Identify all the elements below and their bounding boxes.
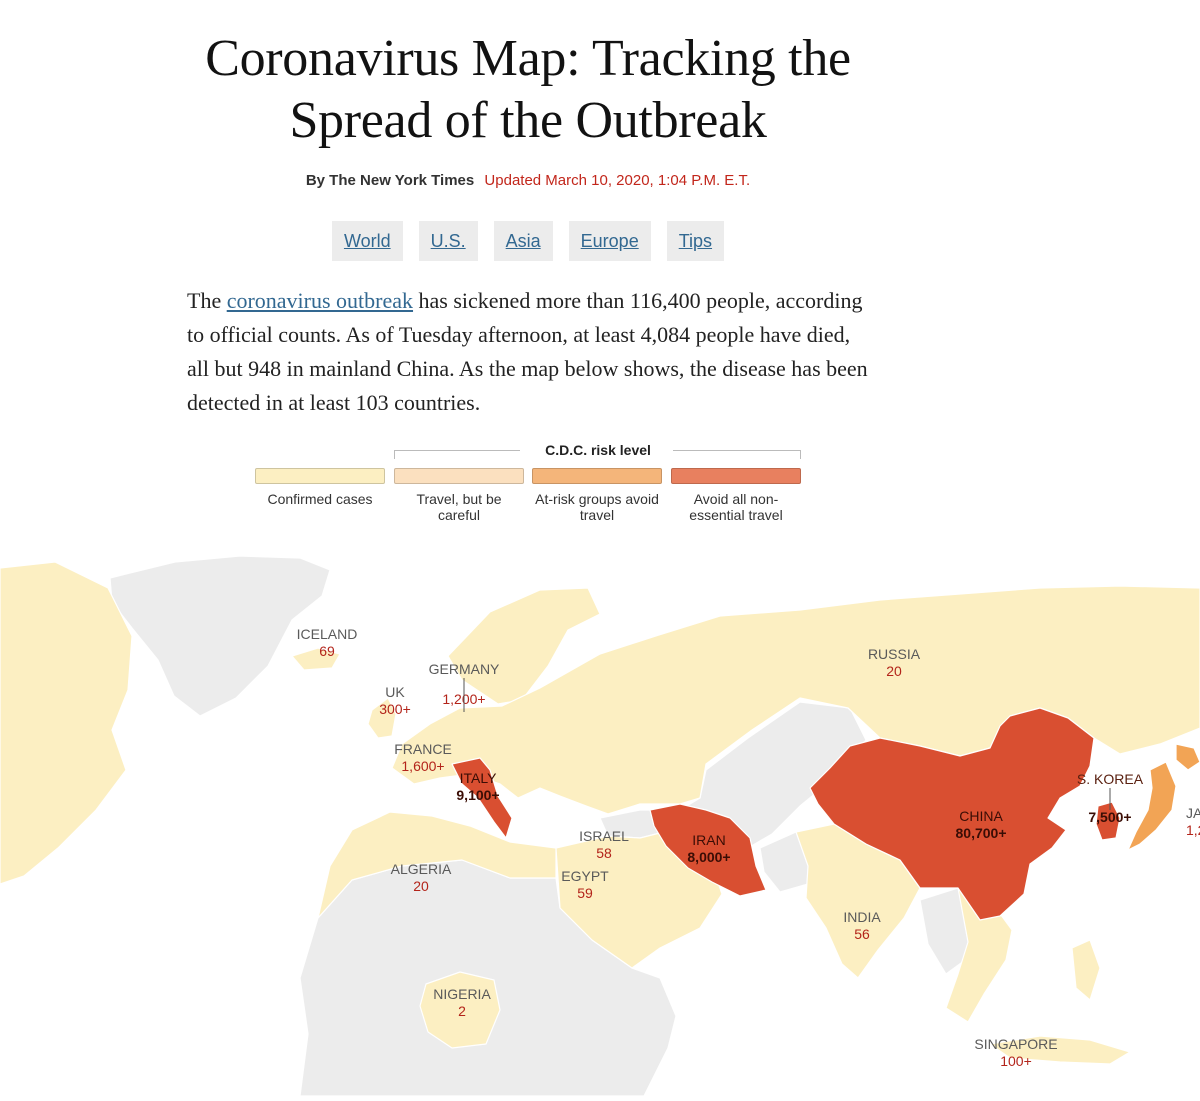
legend-label-level3: Avoid all non-essential travel	[689, 491, 783, 523]
hokkaido-shape	[1175, 743, 1200, 771]
case-count: 9,100+	[456, 787, 500, 803]
case-count: 80,700+	[955, 825, 1007, 841]
author: By The New York Times	[305, 172, 475, 189]
case-count: 300+	[379, 701, 411, 717]
map-label-iceland: ICELAND 69	[297, 626, 358, 660]
legend-label-level2: At-risk groups avoid travel	[535, 491, 659, 523]
country-name: FRANCE	[394, 741, 452, 757]
legend-bracket-left	[394, 450, 520, 459]
case-count: 8,000+	[687, 849, 731, 865]
intro-body: has sickened more than 116,400 people, a…	[187, 288, 868, 415]
coronavirus-outbreak-link[interactable]: coronavirus outbreak	[226, 288, 414, 313]
japan-shape	[1127, 761, 1177, 851]
s-korea-shape	[1095, 801, 1121, 841]
nav-tips-link[interactable]: Tips	[666, 221, 725, 261]
north-africa-shape	[317, 811, 557, 919]
greenland-shape	[109, 555, 331, 717]
legend-item-level3: Avoid all non-essential travel	[671, 468, 801, 523]
country-name: ITALY	[459, 770, 497, 786]
map-svg	[0, 555, 1200, 1097]
map-label-india: INDIA 56	[843, 909, 880, 943]
legend-label-confirmed: Confirmed cases	[267, 491, 373, 507]
nav-world-link[interactable]: World	[331, 221, 403, 261]
map-label-china: CHINA 80,700+	[956, 808, 1007, 842]
headline-line-1: Coronavirus Map: Tracking the	[205, 30, 851, 87]
map-label-singapore: SINGAPORE 100+	[974, 1036, 1057, 1070]
case-count: 1,600+	[401, 758, 445, 774]
indonesia-shape	[989, 1035, 1131, 1065]
country-name: CHINA	[959, 808, 1003, 824]
legend-swatch-confirmed	[255, 468, 385, 484]
nav-europe-link[interactable]: Europe	[568, 221, 651, 261]
country-name: S. KOREA	[1076, 771, 1144, 787]
country-name: EGYPT	[561, 868, 609, 884]
intro-paragraph: The coronavirus outbreak has sickened mo…	[187, 284, 877, 420]
map-label-japan: JAPAN 1,200+	[1186, 805, 1200, 839]
country-name: INDIA	[843, 909, 881, 925]
map-label-s-korea: S. KOREA 7,500+	[1077, 771, 1143, 826]
case-count: 20	[886, 663, 902, 679]
map-label-france: FRANCE 1,600+	[394, 741, 452, 775]
nav-asia-link[interactable]: Asia	[493, 221, 553, 261]
case-count: 56	[854, 926, 870, 942]
headline-line-2: Spread of the Outbreak	[289, 92, 767, 149]
case-count: 2	[458, 1003, 466, 1019]
iceland-shape	[291, 647, 341, 671]
case-count: 59	[577, 885, 593, 901]
map-label-egypt: EGYPT 59	[561, 868, 608, 902]
case-count: 69	[319, 643, 335, 659]
map-label-russia: RUSSIA 20	[868, 646, 920, 680]
case-count: 7,500+	[1088, 809, 1132, 825]
legend-item-level2: At-risk groups avoid travel	[532, 468, 662, 523]
world-map[interactable]: ICELAND 69 GERMANY 1,200+ UK 300+ FRANCE…	[0, 548, 1200, 1097]
country-name: IRAN	[692, 832, 726, 848]
country-name: ICELAND	[296, 626, 358, 642]
legend-item-level1: Travel, but be careful	[394, 468, 524, 523]
philippines-shape	[1071, 939, 1101, 1001]
map-label-uk: UK 300+	[379, 684, 411, 718]
uk-shape	[367, 697, 397, 739]
map-label-nigeria: NIGERIA 2	[433, 986, 491, 1020]
country-name: JAPAN	[1186, 805, 1200, 821]
legend-label-level1: Travel, but be careful	[416, 491, 502, 523]
country-name: UK	[385, 684, 405, 700]
china-shape	[809, 707, 1095, 921]
updated-timestamp: Updated March 10, 2020, 1:04 P.M. E.T.	[484, 172, 751, 189]
country-name: RUSSIA	[867, 646, 921, 662]
legend-swatch-level3	[671, 468, 801, 484]
country-name: GERMANY	[428, 661, 500, 677]
map-label-algeria: ALGERIA 20	[391, 861, 452, 895]
case-count: 58	[596, 845, 612, 861]
country-name: SINGAPORE	[974, 1036, 1058, 1052]
scandinavia-shape	[447, 587, 601, 705]
case-count: 1,200+	[1186, 822, 1200, 838]
case-count: 1,200+	[442, 691, 486, 707]
intro-lead: The	[187, 288, 227, 313]
legend-swatch-level1	[394, 468, 524, 484]
nav-us-link[interactable]: U.S.	[418, 221, 478, 261]
byline: By The New York Times Updated March 10, …	[0, 172, 1056, 189]
legend-swatch-level2	[532, 468, 662, 484]
map-label-germany: GERMANY 1,200+	[429, 661, 500, 708]
legend-title: C.D.C. risk level	[545, 442, 651, 458]
egypt-arabia-shape	[555, 829, 723, 969]
map-label-iran: IRAN 8,000+	[687, 832, 730, 866]
nigeria-shape	[419, 971, 501, 1049]
north-america-shape	[0, 561, 133, 885]
legend-item-confirmed: Confirmed cases	[255, 468, 385, 507]
map-label-israel: ISRAEL 58	[579, 828, 629, 862]
country-name: ALGERIA	[390, 861, 452, 877]
section-nav: World U.S. Asia Europe Tips	[0, 221, 1056, 261]
case-count: 20	[413, 878, 429, 894]
headline: Coronavirus Map: Tracking the Spread of …	[0, 28, 1056, 152]
country-name: ISRAEL	[579, 828, 629, 844]
map-label-italy: ITALY 9,100+	[456, 770, 499, 804]
country-name: NIGERIA	[433, 986, 491, 1002]
map-legend: C.D.C. risk level Confirmed cases Travel…	[255, 440, 801, 530]
case-count: 100+	[1000, 1053, 1032, 1069]
italy-shape	[451, 757, 513, 839]
legend-bracket-right	[673, 450, 801, 459]
iran-shape	[649, 803, 767, 897]
